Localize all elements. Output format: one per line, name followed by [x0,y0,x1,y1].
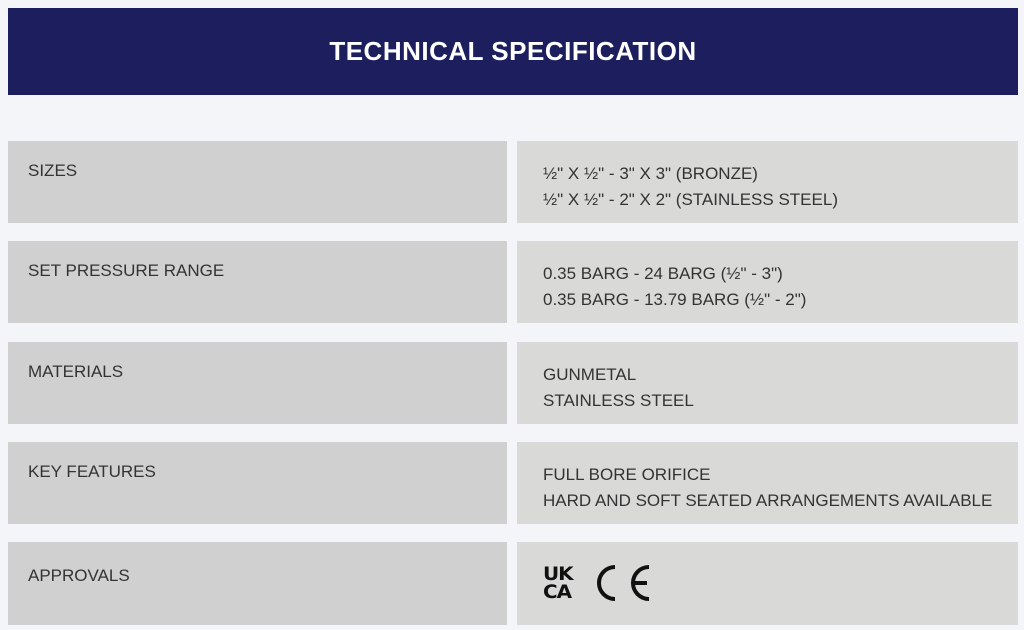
row-label: SIZES [28,161,78,180]
spec-row-approvals: APPROVALS UKCA [8,542,1018,625]
spec-header: TECHNICAL SPECIFICATION [8,8,1018,95]
ce-mark-icon [597,565,650,601]
row-label: MATERIALS [28,362,124,381]
spec-row-pressure: SET PRESSURE RANGE 0.35 BARG - 24 BARG (… [8,241,1018,323]
label-cell: APPROVALS [8,542,507,625]
value-line: 0.35 BARG - 13.79 BARG (½" - 2") [543,290,807,309]
value-cell: GUNMETAL STAINLESS STEEL [517,342,1018,424]
label-cell: KEY FEATURES [8,442,507,524]
value-line: HARD AND SOFT SEATED ARRANGEMENTS AVAILA… [543,491,993,510]
value-line: ½" X ½" - 3" X 3" (BRONZE) [543,164,758,183]
spec-row-materials: MATERIALS GUNMETAL STAINLESS STEEL [8,342,1018,424]
value-line: FULL BORE ORIFICE [543,465,711,484]
spec-row-sizes: SIZES ½" X ½" - 3" X 3" (BRONZE) ½" X ½"… [8,141,1018,223]
value-cell: UKCA [517,542,1018,625]
ukca-mark: UKCA [543,563,574,603]
value-line: 0.35 BARG - 24 BARG (½" - 3") [543,264,783,283]
label-cell: SIZES [8,141,507,223]
page-title: TECHNICAL SPECIFICATION [329,36,697,66]
value-line: ½" X ½" - 2" X 2" (STAINLESS STEEL) [543,190,838,209]
row-label: APPROVALS [28,566,130,585]
row-label: KEY FEATURES [28,462,156,481]
row-label: SET PRESSURE RANGE [28,261,225,280]
spec-row-features: KEY FEATURES FULL BORE ORIFICE HARD AND … [8,442,1018,524]
value-cell: FULL BORE ORIFICE HARD AND SOFT SEATED A… [517,442,1018,524]
value-line: STAINLESS STEEL [543,391,694,410]
label-cell: SET PRESSURE RANGE [8,241,507,323]
value-cell: 0.35 BARG - 24 BARG (½" - 3") 0.35 BARG … [517,241,1018,323]
value-line: GUNMETAL [543,365,637,384]
label-cell: MATERIALS [8,342,507,424]
value-cell: ½" X ½" - 3" X 3" (BRONZE) ½" X ½" - 2" … [517,141,1018,223]
